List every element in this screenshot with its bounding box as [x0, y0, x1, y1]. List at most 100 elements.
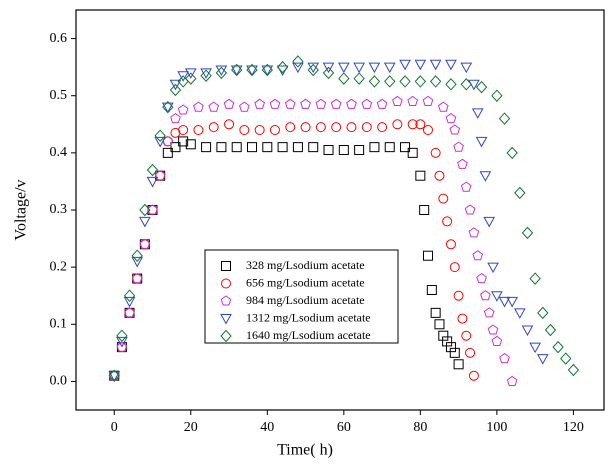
marker-square — [434, 319, 445, 330]
marker-triangle — [506, 296, 519, 308]
y-tick-label: 0.0 — [50, 374, 68, 389]
marker-pentagon — [154, 170, 166, 181]
marker-circle — [239, 125, 250, 135]
marker-square — [201, 142, 212, 153]
marker-triangle — [131, 256, 144, 268]
marker-diamond — [231, 63, 243, 77]
marker-diamond — [200, 69, 212, 82]
y-tick-label: 0.2 — [50, 259, 68, 274]
marker-square — [449, 347, 460, 358]
marker-circle — [449, 262, 460, 273]
marker-circle — [392, 119, 403, 130]
x-tick-label: 100 — [486, 420, 507, 435]
marker-square — [185, 139, 196, 150]
marker-square — [384, 142, 395, 153]
marker-triangle — [491, 291, 503, 302]
marker-pentagon — [445, 112, 457, 124]
marker-triangle — [513, 308, 526, 319]
marker-diamond — [139, 203, 151, 217]
marker-square — [178, 136, 189, 147]
marker-triangle — [471, 108, 484, 119]
marker-pentagon — [208, 101, 220, 112]
marker-triangle — [353, 62, 365, 74]
legend-label: 1640 mg/Lsodium acetate — [246, 328, 371, 342]
marker-square — [445, 342, 456, 353]
marker-pentagon — [468, 227, 480, 238]
marker-diamond — [529, 272, 541, 285]
marker-diamond — [162, 100, 174, 114]
marker-diamond — [154, 129, 166, 142]
marker-pentagon — [124, 307, 135, 318]
marker-circle — [331, 122, 342, 133]
x-tick-label: 60 — [337, 420, 351, 435]
marker-diamond — [498, 112, 511, 125]
marker-square — [430, 307, 441, 318]
x-tick-label: 120 — [563, 420, 584, 435]
marker-pentagon — [193, 101, 204, 112]
marker-pentagon — [491, 335, 503, 346]
marker-pentagon — [254, 98, 265, 109]
marker-pentagon — [422, 95, 434, 106]
marker-pentagon — [139, 238, 151, 249]
marker-triangle — [230, 65, 243, 77]
marker-diamond — [146, 163, 159, 177]
legend-box — [204, 249, 399, 344]
marker-circle — [178, 125, 189, 135]
marker-pentagon — [453, 141, 464, 152]
y-tick-label: 0.3 — [50, 202, 68, 217]
marker-circle — [434, 170, 445, 181]
marker-square — [426, 285, 437, 295]
marker-pentagon — [223, 98, 235, 109]
marker-circle — [208, 122, 219, 133]
marker-pentagon — [449, 124, 461, 135]
marker-circle — [461, 330, 472, 341]
legend-item: 1312 mg/Lsodium acetate — [220, 310, 371, 325]
y-tick-label: 0.5 — [50, 88, 68, 103]
y-tick-label: 0.1 — [50, 317, 68, 332]
marker-square — [170, 142, 181, 153]
marker-square — [423, 250, 433, 261]
marker-circle — [415, 119, 426, 130]
marker-diamond — [261, 63, 273, 77]
marker-circle — [465, 347, 476, 358]
x-tick-label: 20 — [184, 420, 198, 435]
marker-triangle — [368, 62, 381, 74]
marker-triangle — [292, 62, 304, 74]
marker-triangle — [414, 59, 427, 71]
marker-diamond — [384, 75, 396, 88]
marker-circle — [407, 119, 418, 130]
marker-pentagon — [392, 95, 403, 106]
marker-diamond — [215, 66, 228, 80]
marker-square — [419, 205, 430, 215]
marker-square — [400, 142, 411, 153]
marker-circle — [285, 122, 296, 133]
marker-triangle — [123, 296, 136, 308]
marker-pentagon — [376, 98, 388, 109]
marker-diamond — [368, 75, 381, 88]
x-tick-label: 40 — [260, 420, 274, 435]
marker-triangle — [479, 171, 492, 182]
marker-circle — [445, 239, 456, 250]
marker-triangle — [337, 62, 350, 74]
marker-pentagon — [300, 98, 311, 109]
marker-square — [262, 142, 273, 153]
marker-diamond — [506, 146, 518, 160]
marker-diamond — [399, 75, 411, 88]
marker-triangle — [146, 176, 159, 188]
marker-circle — [221, 278, 231, 289]
marker-square — [369, 142, 380, 153]
marker-triangle — [246, 65, 258, 77]
plot-frame — [75, 9, 605, 411]
marker-diamond — [108, 369, 120, 382]
marker-pentagon — [361, 98, 373, 109]
legend-item: 984 mg/Lsodium acetate — [220, 293, 365, 307]
marker-square — [323, 145, 334, 155]
marker-triangle — [487, 262, 499, 274]
marker-circle — [254, 125, 265, 135]
marker-diamond — [185, 72, 197, 85]
marker-circle — [315, 122, 326, 133]
marker-triangle — [460, 62, 473, 74]
marker-circle — [430, 147, 441, 158]
marker-pentagon — [460, 181, 472, 192]
